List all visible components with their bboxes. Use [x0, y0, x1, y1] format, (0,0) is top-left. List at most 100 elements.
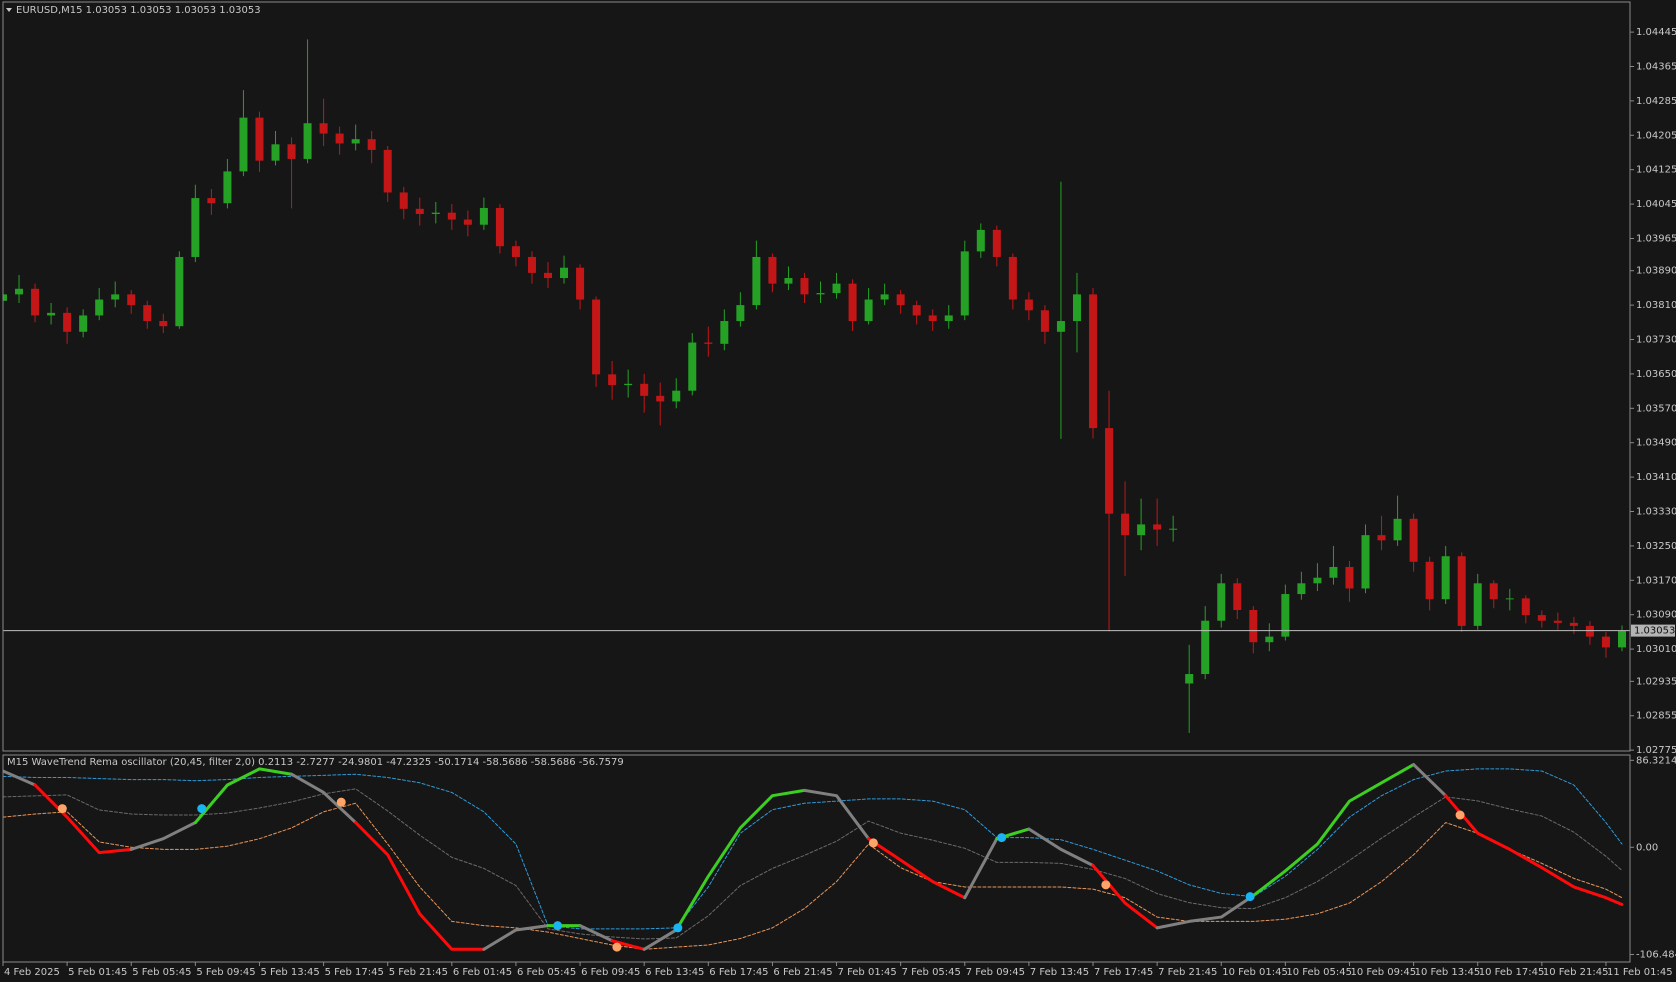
candle-body — [415, 208, 424, 214]
band-line — [3, 788, 1623, 940]
candle-body — [319, 123, 328, 134]
y-tick-label: 1.04445 — [1636, 27, 1676, 38]
oscillator-line — [674, 788, 806, 932]
candle-body — [960, 251, 969, 316]
candle-body — [47, 312, 56, 316]
candle-body — [656, 395, 665, 402]
candle-body — [447, 212, 456, 220]
candle-body — [1521, 598, 1530, 616]
candle-body — [816, 293, 825, 295]
oscillator-line — [482, 924, 550, 951]
candle-body — [704, 342, 713, 344]
oscillator-line — [354, 821, 486, 951]
candle-body — [175, 256, 184, 327]
candle-body — [351, 139, 360, 144]
candle-body — [383, 149, 392, 193]
y-tick-label: 1.04285 — [1636, 96, 1676, 107]
candle-body — [1185, 674, 1194, 684]
x-tick-label: 10 Feb 13:45 — [1415, 967, 1481, 978]
y-tick-label: 0.00 — [1636, 842, 1658, 853]
x-tick-label: 10 Feb 17:45 — [1479, 967, 1545, 978]
y-tick-label: 1.04045 — [1636, 199, 1676, 210]
candle-body — [784, 278, 793, 284]
candle-body — [832, 283, 841, 294]
candle-body — [720, 321, 729, 344]
candle-body — [1537, 615, 1546, 621]
candle-body — [1217, 583, 1226, 621]
candle-body — [1329, 566, 1338, 578]
x-tick-label: 7 Feb 21:45 — [1158, 967, 1217, 978]
candle-body — [511, 246, 520, 257]
candle-body — [848, 283, 857, 322]
candle-body — [1297, 583, 1306, 595]
candle-body — [1409, 518, 1418, 562]
signal-dot — [612, 942, 622, 952]
y-tick-label: 1.04205 — [1636, 130, 1676, 141]
candle-body — [1569, 622, 1578, 626]
candle-body — [912, 305, 921, 316]
axes: 1.04445 1.04365 1.04285 1.04205 1.04125 1.040… — [2, 27, 1676, 978]
candle-body — [880, 294, 889, 300]
candle-body — [1201, 620, 1210, 675]
y-tick-label: 1.03410 — [1636, 472, 1676, 483]
x-tick-label: 6 Feb 01:45 — [453, 967, 512, 978]
y-tick-label: 1.04365 — [1636, 61, 1676, 72]
candle-body — [1249, 609, 1258, 643]
x-tick-label: 7 Feb 17:45 — [1094, 967, 1153, 978]
candle-body — [1553, 620, 1562, 623]
x-tick-label: 10 Feb 09:45 — [1350, 967, 1416, 978]
candle-body — [287, 144, 296, 159]
candle-body — [31, 288, 40, 316]
candle-body — [239, 117, 248, 172]
oscillator-line — [1155, 894, 1255, 930]
x-tick-label: 10 Feb 21:45 — [1543, 967, 1609, 978]
x-tick-label: 11 Feb 01:45 — [1607, 967, 1673, 978]
price-plot — [3, 39, 1630, 733]
candle-body — [1008, 256, 1017, 300]
candle-body — [1313, 577, 1322, 584]
candle-body — [1585, 625, 1594, 637]
oscillator-line — [802, 788, 871, 841]
x-tick-label: 5 Feb 09:45 — [196, 967, 255, 978]
candle-body — [1425, 561, 1434, 600]
candle-body — [752, 256, 761, 306]
candle-body — [1153, 524, 1162, 530]
x-tick-label: 10 Feb 05:45 — [1286, 967, 1352, 978]
x-tick-label: 6 Feb 13:45 — [645, 967, 704, 978]
candle-body — [335, 133, 344, 144]
price-frame — [2, 1, 1631, 752]
candle-body — [624, 383, 633, 386]
candle-body — [672, 390, 681, 402]
signal-dot — [1101, 880, 1111, 890]
candle-body — [1601, 636, 1610, 648]
candle-body — [1393, 518, 1402, 541]
candle-body — [1233, 583, 1242, 610]
candle-body — [191, 198, 200, 257]
x-tick-label: 7 Feb 13:45 — [1030, 967, 1089, 978]
candle-body — [1040, 310, 1049, 332]
candle-body — [560, 267, 569, 279]
y-tick-label: 1.02935 — [1636, 676, 1676, 687]
y-tick-label: 1.03170 — [1636, 575, 1676, 586]
signal-dot — [1245, 892, 1255, 902]
candle-body — [608, 374, 617, 386]
candle-body — [1024, 299, 1033, 311]
oscillator-line — [1412, 763, 1448, 798]
signal-dot — [57, 804, 67, 814]
band-line — [3, 768, 1623, 930]
candle-body — [1617, 630, 1626, 648]
y-tick-label: 1.03330 — [1636, 507, 1676, 518]
oscillator-line — [610, 939, 646, 951]
candle-body — [1489, 583, 1498, 600]
candle-body — [111, 294, 120, 300]
y-tick-label: 1.03965 — [1636, 233, 1676, 244]
last-price-tag — [1631, 624, 1675, 637]
candle-body — [1072, 294, 1081, 322]
menu-arrow[interactable] — [6, 8, 12, 12]
oscillator-line — [1444, 794, 1624, 906]
oscillator-line — [33, 783, 133, 855]
signal-dot — [553, 921, 563, 931]
candle-body — [928, 315, 937, 322]
